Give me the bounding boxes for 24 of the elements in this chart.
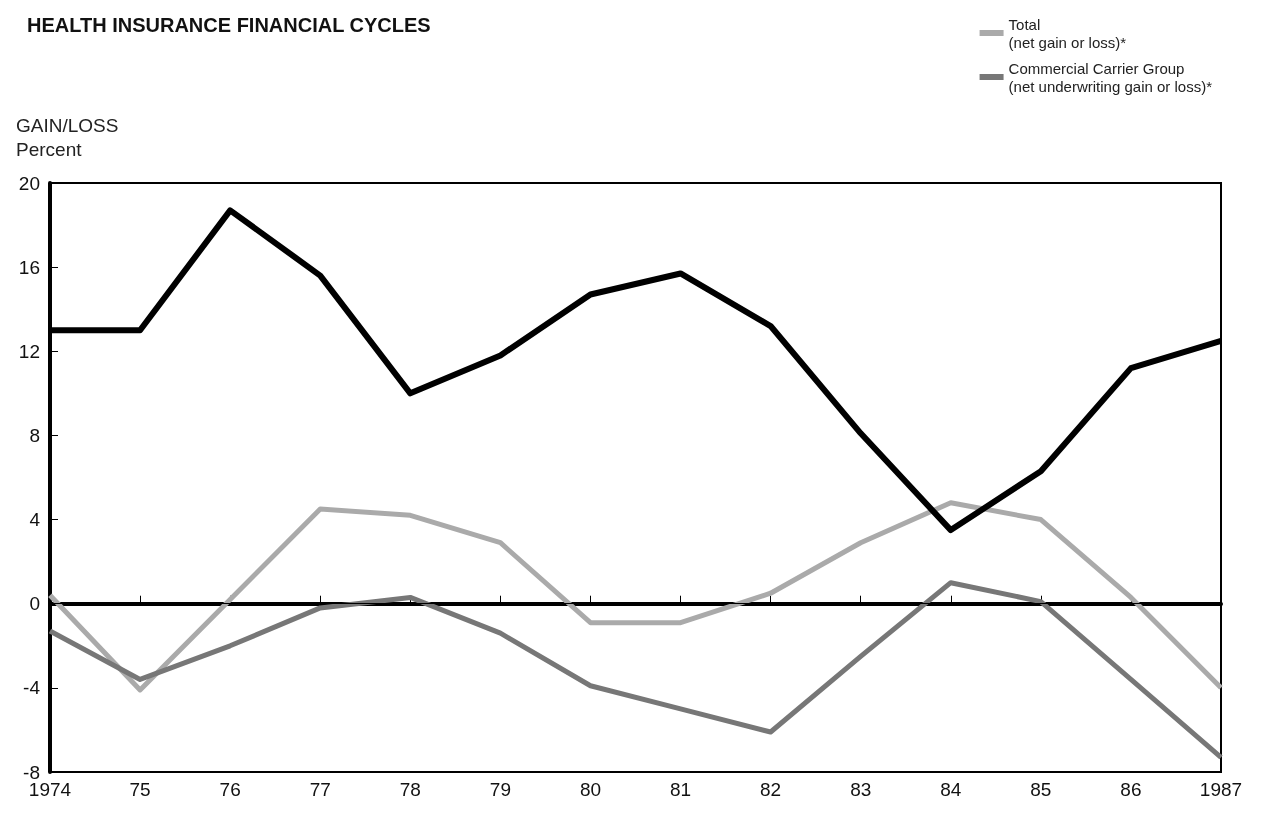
x-tick-label: 76 <box>219 779 241 800</box>
x-tick-label: 84 <box>940 779 962 800</box>
x-tick-label: 83 <box>850 779 872 800</box>
chart-title: HEALTH INSURANCE FINANCIAL CYCLES <box>27 14 431 36</box>
y-tick-label: -4 <box>23 677 41 699</box>
x-tick-label: 80 <box>579 779 602 800</box>
legend-label: Total (net gain or loss)* <box>1008 15 1127 51</box>
x-tick-label: 81 <box>669 779 692 800</box>
x-tick-label: 85 <box>1030 779 1052 800</box>
x-tick-label: 75 <box>129 779 151 800</box>
x-tick-label: 82 <box>760 779 782 800</box>
y-tick-label: 16 <box>18 256 40 278</box>
x-tick-label: 79 <box>489 779 511 800</box>
x-tick-label: 78 <box>399 779 421 800</box>
y-tick-label: 20 <box>18 172 40 194</box>
x-tick-label: 1987 <box>1199 779 1243 800</box>
y-axis-title: GAIN/LOSS Percent <box>16 114 119 160</box>
y-tick-label: 0 <box>29 593 40 615</box>
x-tick-label: 77 <box>309 779 331 800</box>
y-tick-label: 4 <box>29 509 41 531</box>
x-tick-label: 86 <box>1120 779 1142 800</box>
y-tick-label: 12 <box>18 340 40 362</box>
legend-label: Commercial Carrier Group (net underwriting gain or loss)* <box>1008 59 1213 95</box>
y-tick-label: 8 <box>29 424 40 446</box>
